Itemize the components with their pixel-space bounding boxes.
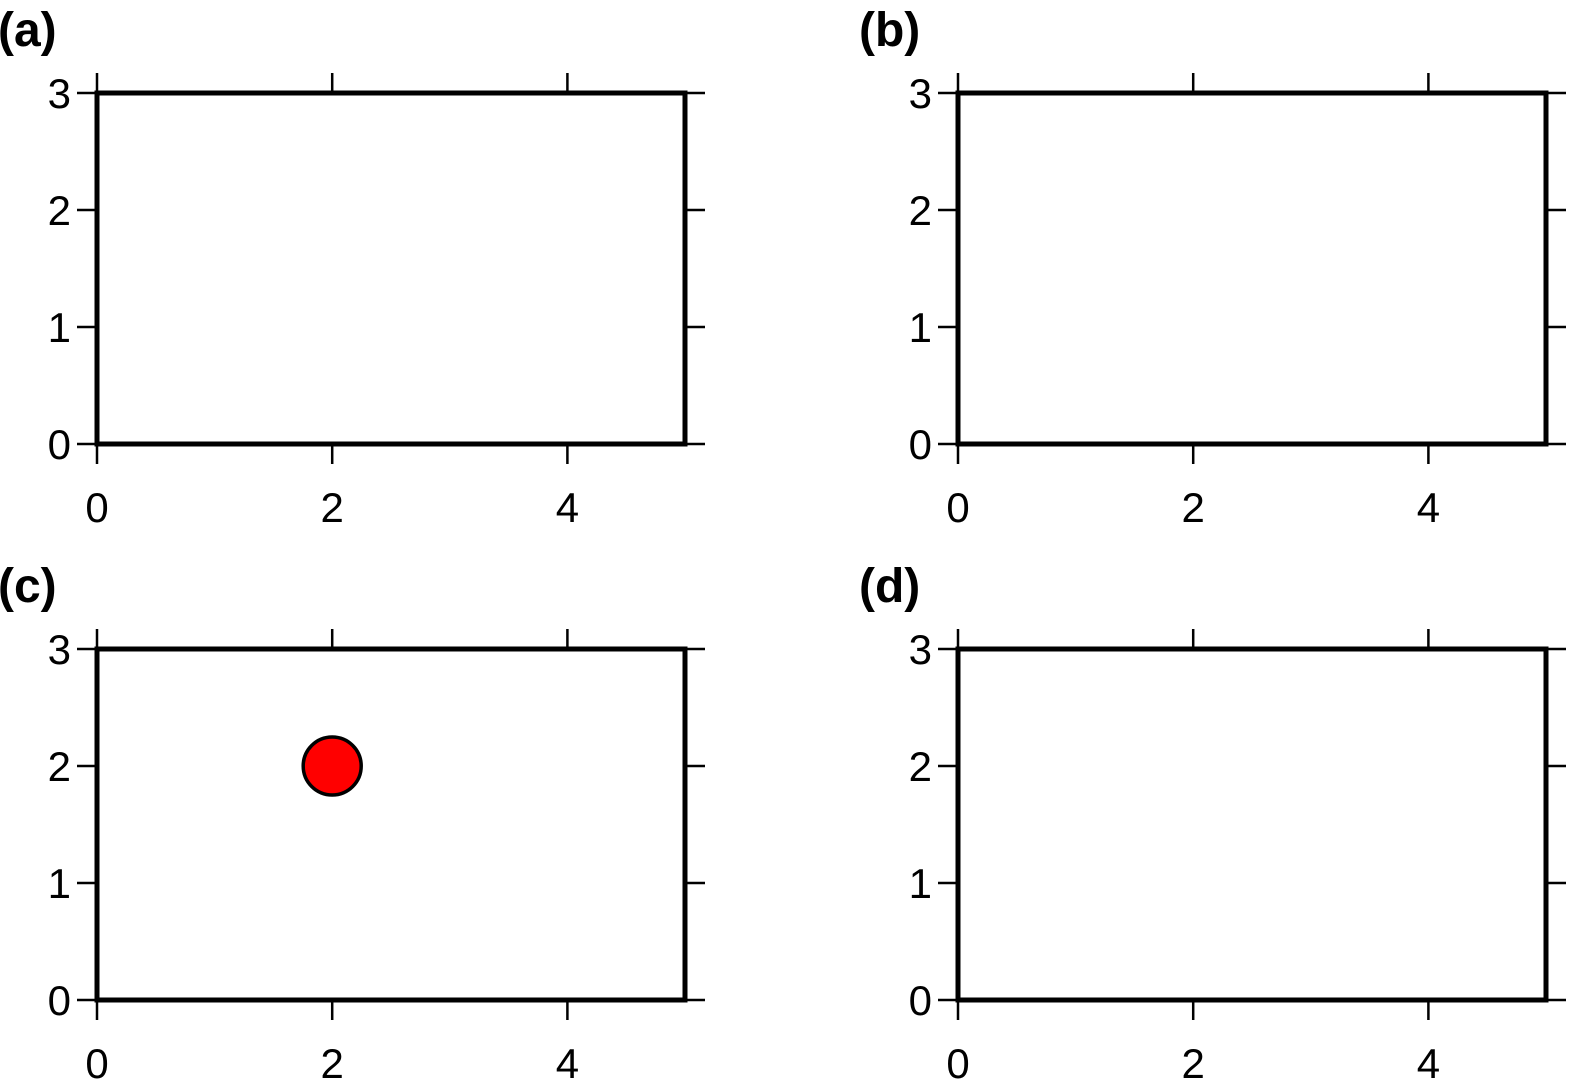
x-tick-label: 4 (1417, 484, 1440, 531)
y-tick-label: 1 (909, 304, 932, 351)
x-tick-label: 2 (321, 484, 344, 531)
y-tick-label: 0 (48, 421, 71, 468)
data-point (301, 735, 363, 797)
x-tick-label: 2 (1182, 484, 1205, 531)
y-tick-label: 3 (48, 70, 71, 117)
y-tick-label: 0 (909, 977, 932, 1024)
y-tick-label: 1 (909, 860, 932, 907)
panel-label: (a) (0, 4, 57, 57)
y-tick-label: 2 (48, 743, 71, 790)
x-tick-label: 0 (85, 484, 108, 531)
plot-frame (94, 90, 688, 447)
panel-d: (d) 0 2 4 0 1 2 3 (859, 560, 1566, 1085)
y-tick-label: 2 (909, 187, 932, 234)
plot-frame (955, 90, 1549, 447)
x-tick-label: 0 (85, 1040, 108, 1085)
x-tick-label: 0 (946, 1040, 969, 1085)
x-tick-label: 2 (321, 1040, 344, 1085)
y-tick-label: 3 (909, 70, 932, 117)
panel-label: (b) (859, 4, 920, 57)
x-tick-label: 0 (946, 484, 969, 531)
y-tick-label: 2 (48, 187, 71, 234)
x-tick-label: 4 (556, 1040, 579, 1085)
y-tick-label: 2 (909, 743, 932, 790)
panel-label: (d) (859, 560, 920, 613)
panel-a: (a) 0 2 4 0 1 2 3 (0, 4, 705, 531)
x-tick-label: 2 (1182, 1040, 1205, 1085)
y-tick-label: 1 (48, 304, 71, 351)
y-tick-label: 0 (48, 977, 71, 1024)
panel-c: (c) 0 2 4 0 1 2 3 (0, 560, 705, 1085)
x-tick-label: 4 (556, 484, 579, 531)
plot-frame (94, 646, 688, 1003)
y-tick-label: 1 (48, 860, 71, 907)
y-tick-label: 3 (909, 626, 932, 673)
y-tick-label: 0 (909, 421, 932, 468)
panel-b: (b) 0 2 4 0 1 2 3 (859, 4, 1566, 531)
plot-frame (955, 646, 1549, 1003)
x-tick-label: 4 (1417, 1040, 1440, 1085)
panel-label: (c) (0, 560, 57, 613)
y-tick-label: 3 (48, 626, 71, 673)
